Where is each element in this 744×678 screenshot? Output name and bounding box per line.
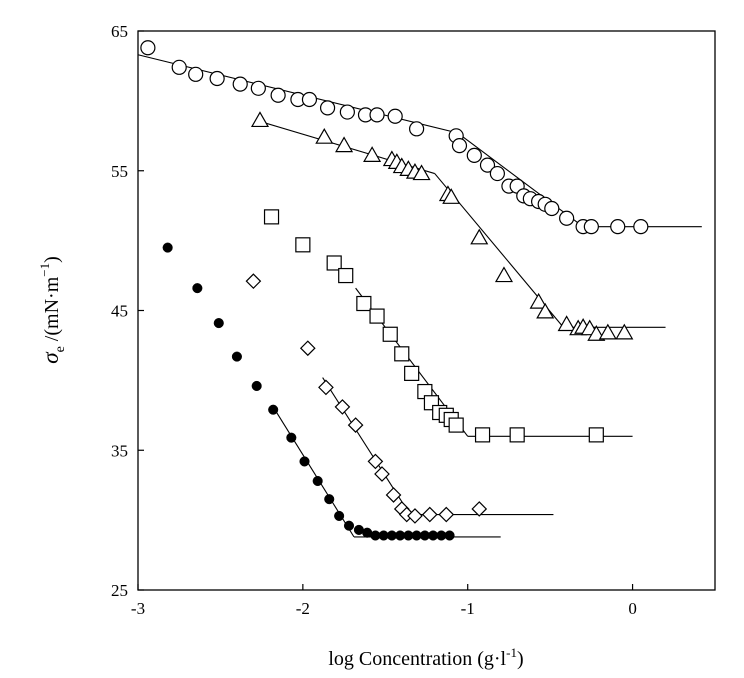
filled-circle-point bbox=[286, 432, 297, 443]
filled-circle-point bbox=[312, 475, 323, 487]
open-circle-point bbox=[479, 157, 496, 173]
open-square-point bbox=[394, 346, 410, 362]
filled-circle-point bbox=[192, 283, 203, 294]
y-axis-title: σe /(mN·m−1) bbox=[37, 256, 68, 364]
open-diamond-point bbox=[318, 379, 334, 396]
filled-circle-point bbox=[162, 242, 173, 253]
open-triangle-point bbox=[557, 315, 576, 332]
open-circle-point bbox=[409, 121, 425, 137]
open-diamond-point bbox=[421, 506, 438, 523]
open-triangle-point bbox=[412, 164, 431, 181]
open-circle-point bbox=[544, 200, 560, 217]
y-axis: 25 35 45 55 65 bbox=[111, 22, 144, 600]
open-triangle-point bbox=[250, 111, 270, 128]
x-tick-label: 0 bbox=[628, 599, 637, 618]
open-square-point bbox=[326, 255, 342, 271]
open-triangle-point bbox=[536, 302, 555, 319]
x-tick-label: -1 bbox=[461, 599, 475, 618]
open-square-point bbox=[369, 308, 385, 324]
y-tick-label: 35 bbox=[111, 441, 128, 460]
filled-circle-point bbox=[444, 530, 455, 541]
open-triangle-point bbox=[470, 228, 489, 245]
x-axis-title: log Concentration (g·l-1) bbox=[328, 645, 523, 670]
open-triangle-point bbox=[335, 136, 354, 153]
open-circle-point bbox=[188, 66, 204, 82]
open-circle-point bbox=[209, 70, 225, 87]
open-triangle-point bbox=[529, 292, 548, 309]
open-square-point bbox=[509, 427, 525, 443]
open-diamond-point bbox=[374, 466, 390, 482]
open-diamond-point bbox=[438, 506, 455, 523]
filled-circle-point bbox=[324, 494, 335, 505]
open-circle-point bbox=[232, 76, 248, 92]
open-circle-point bbox=[633, 219, 649, 235]
filled-circle-point bbox=[268, 404, 279, 415]
open-triangle-point bbox=[587, 325, 606, 341]
open-square-point bbox=[448, 417, 464, 433]
open-diamond-point bbox=[471, 501, 488, 517]
open-square-point bbox=[474, 427, 491, 443]
plot-frame bbox=[137, 30, 716, 591]
filled-circle-point bbox=[213, 318, 224, 329]
open-diamond-point bbox=[299, 340, 316, 357]
y-tick-label: 45 bbox=[111, 302, 128, 321]
open-circle-point bbox=[250, 80, 266, 96]
open-square-point bbox=[588, 427, 604, 443]
open-circle-point bbox=[369, 107, 385, 123]
open-circle-point bbox=[301, 91, 318, 108]
open-square-point bbox=[356, 295, 372, 312]
open-diamond-point bbox=[385, 487, 402, 503]
data-markers bbox=[140, 40, 649, 541]
x-axis: -3 -2 -1 0 bbox=[131, 584, 637, 618]
y-tick-label: 65 bbox=[111, 22, 128, 41]
open-circle-point bbox=[270, 87, 286, 103]
open-diamond-point bbox=[407, 508, 423, 524]
x-tick-label: -2 bbox=[296, 599, 310, 618]
open-triangle-point bbox=[494, 266, 514, 283]
open-square-point bbox=[263, 209, 280, 225]
open-diamond-point bbox=[347, 417, 364, 433]
x-tick-label: -3 bbox=[131, 599, 145, 618]
filled-circle-point bbox=[251, 380, 262, 392]
open-circle-point bbox=[466, 147, 482, 163]
open-diamond-point bbox=[334, 399, 351, 415]
open-circle-point bbox=[610, 219, 626, 235]
open-circle-point bbox=[489, 165, 505, 182]
open-circle-point bbox=[451, 137, 468, 154]
open-square-point bbox=[382, 326, 398, 342]
y-tick-label: 25 bbox=[111, 581, 128, 600]
filled-circle-point bbox=[231, 351, 242, 362]
open-triangle-point bbox=[363, 146, 382, 162]
open-diamond-point bbox=[367, 453, 384, 470]
open-triangle-point bbox=[598, 323, 617, 340]
open-triangle-point bbox=[442, 188, 461, 204]
open-circle-point bbox=[319, 100, 336, 116]
open-square-point bbox=[404, 365, 420, 381]
open-circle-point bbox=[583, 219, 599, 235]
open-circle-point bbox=[171, 59, 187, 75]
open-circle-point bbox=[140, 40, 156, 56]
open-circle-point bbox=[339, 104, 355, 120]
open-circle-point bbox=[387, 108, 403, 124]
filled-circle-point bbox=[343, 520, 355, 531]
open-triangle-point bbox=[315, 128, 334, 144]
filled-circle-point bbox=[299, 456, 310, 467]
open-square-point bbox=[295, 237, 311, 253]
y-tick-label: 55 bbox=[111, 162, 128, 181]
open-triangle-point bbox=[615, 323, 634, 340]
open-diamond-point bbox=[245, 273, 262, 290]
filled-circle-point bbox=[334, 510, 345, 521]
open-square-point bbox=[338, 267, 354, 284]
open-circle-point bbox=[559, 210, 575, 226]
